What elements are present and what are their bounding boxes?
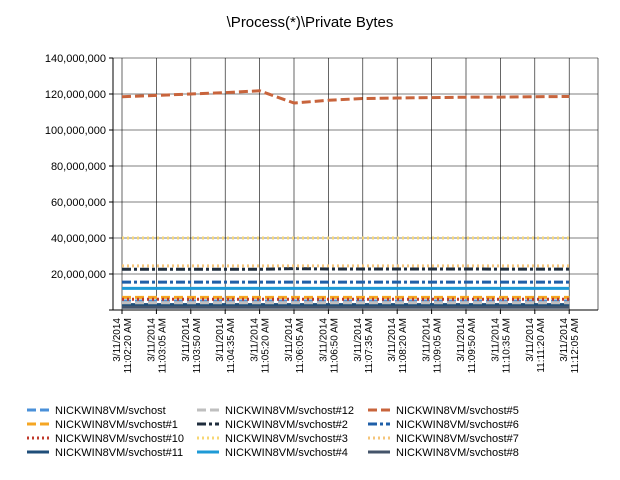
x-tick-label: 3/11/2014 11:11:20 AM (525, 318, 547, 373)
y-tick-label: 140,000,000 (45, 53, 106, 65)
x-tick-label: 3/11/2014 11:12:05 AM (559, 318, 581, 374)
x-tick-time: 11:06:05 AM (295, 318, 306, 373)
legend-label: NICKWIN8VM/svchost (55, 405, 166, 417)
x-tick-time: 11:03:50 AM (192, 318, 203, 373)
x-tick-time: 11:11:20 AM (536, 318, 547, 373)
legend-label: NICKWIN8VM/svchost#7 (396, 433, 519, 445)
x-tick-date: 3/11/2014 (387, 318, 398, 362)
x-tick-label: 3/11/2014 11:10:35 AM (490, 318, 512, 374)
legend-label: NICKWIN8VM/svchost#4 (225, 447, 348, 459)
x-tick-date: 3/11/2014 (456, 318, 467, 362)
y-tick-label: 60,000,000 (51, 197, 106, 209)
x-tick-time: 11:04:35 AM (226, 318, 237, 373)
x-tick-date: 3/11/2014 (284, 318, 295, 362)
x-tick-label: 3/11/2014 11:07:35 AM (353, 318, 375, 374)
series-layer (121, 89, 570, 309)
x-tick-time: 11:07:35 AM (364, 318, 375, 373)
x-tick-label: 3/11/2014 11:06:05 AM (284, 318, 306, 374)
x-tick-time: 11:09:05 AM (433, 318, 444, 373)
x-tick-label: 3/11/2014 11:09:50 AM (456, 318, 478, 374)
x-tick-label: 3/11/2014 11:02:20 AM (112, 318, 134, 374)
x-tick-time: 11:08:20 AM (398, 318, 409, 373)
x-tick-date: 3/11/2014 (525, 318, 536, 362)
x-tick-date: 3/11/2014 (181, 318, 192, 362)
x-tick-label: 3/11/2014 11:03:50 AM (181, 318, 203, 374)
legend-label: NICKWIN8VM/svchost#5 (396, 405, 519, 417)
x-tick-time: 11:06:50 AM (329, 318, 340, 373)
x-tick-label: 3/11/2014 11:06:50 AM (318, 318, 340, 374)
chart-title: \Process(*)\Private Bytes (227, 14, 394, 31)
legend-label: NICKWIN8VM/svchost#6 (396, 419, 519, 431)
y-tick-label: 120,000,000 (45, 89, 106, 101)
x-tick-time: 11:10:35 AM (501, 318, 512, 373)
y-tick-label: 80,000,000 (51, 161, 106, 173)
series-line (122, 267, 570, 271)
legend: NICKWIN8VM/svchost NICKWIN8VM/svchost#1 NI… (27, 405, 519, 459)
x-tick-time: 11:03:05 AM (157, 318, 168, 373)
x-tick-date: 3/11/2014 (422, 318, 433, 362)
legend-label: NICKWIN8VM/svchost#11 (55, 447, 183, 459)
x-tick-date: 3/11/2014 (559, 318, 570, 362)
legend-label: NICKWIN8VM/svchost#8 (396, 447, 519, 459)
x-tick-label: 3/11/2014 11:03:05 AM (146, 318, 168, 374)
legend-label: NICKWIN8VM/svchost#3 (225, 433, 348, 445)
x-tick-date: 3/11/2014 (353, 318, 364, 362)
axes: 3/11/2014 11:02:20 AM 3/11/2014 11:03:05 AM… (45, 53, 598, 373)
legend-label: NICKWIN8VM/svchost#2 (225, 419, 348, 431)
x-tick-label: 3/11/2014 11:05:20 AM (250, 318, 272, 374)
x-tick-date: 3/11/2014 (146, 318, 157, 362)
legend-label: NICKWIN8VM/svchost#10 (55, 433, 184, 445)
x-tick-time: 11:02:20 AM (123, 318, 134, 373)
x-tick-date: 3/11/2014 (112, 318, 123, 362)
x-tick-label: 3/11/2014 11:08:20 AM (387, 318, 409, 374)
x-tick-date: 3/11/2014 (490, 318, 501, 362)
x-tick-label: 3/11/2014 11:09:05 AM (422, 318, 444, 374)
series-line (121, 89, 570, 105)
x-tick-label: 3/11/2014 11:04:35 AM (215, 318, 237, 374)
y-tick-label: 100,000,000 (45, 125, 106, 137)
x-tick-date: 3/11/2014 (318, 318, 329, 362)
legend-label: NICKWIN8VM/svchost#1 (55, 419, 178, 431)
y-tick-label: 20,000,000 (51, 269, 106, 281)
legend-label: NICKWIN8VM/svchost#12 (225, 405, 354, 417)
grid (113, 57, 599, 310)
y-tick-label: 40,000,000 (51, 233, 106, 245)
x-tick-date: 3/11/2014 (215, 318, 226, 362)
x-tick-date: 3/11/2014 (250, 318, 261, 362)
x-tick-time: 11:12:05 AM (570, 318, 581, 373)
x-tick-time: 11:05:20 AM (261, 318, 272, 373)
x-tick-time: 11:09:50 AM (467, 318, 478, 373)
